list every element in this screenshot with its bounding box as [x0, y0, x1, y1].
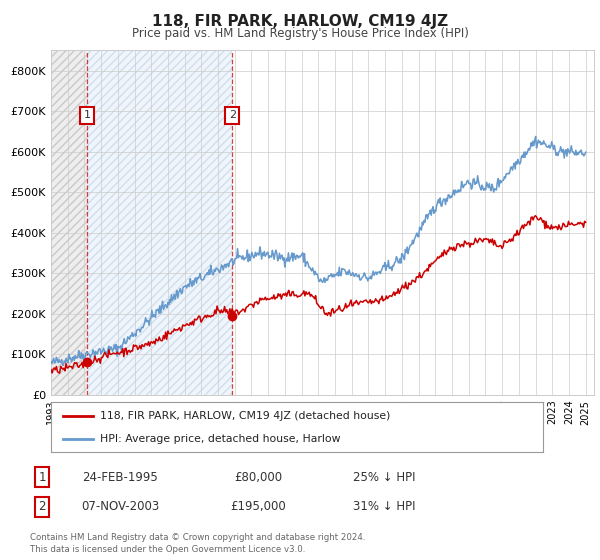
- Bar: [51, 50, 87, 395]
- Text: £195,000: £195,000: [230, 500, 286, 514]
- Text: 118, FIR PARK, HARLOW, CM19 4JZ (detached house): 118, FIR PARK, HARLOW, CM19 4JZ (detache…: [100, 410, 391, 421]
- Text: 1: 1: [38, 470, 46, 484]
- Text: 2: 2: [229, 110, 236, 120]
- Text: 118, FIR PARK, HARLOW, CM19 4JZ: 118, FIR PARK, HARLOW, CM19 4JZ: [152, 14, 448, 29]
- Text: 2: 2: [38, 500, 46, 514]
- Bar: [51, 50, 87, 395]
- Text: Contains HM Land Registry data © Crown copyright and database right 2024.
This d: Contains HM Land Registry data © Crown c…: [30, 533, 365, 554]
- Bar: [87, 50, 232, 395]
- Text: 1: 1: [83, 110, 91, 120]
- Text: 31% ↓ HPI: 31% ↓ HPI: [353, 500, 415, 514]
- Text: £80,000: £80,000: [234, 470, 282, 484]
- Text: HPI: Average price, detached house, Harlow: HPI: Average price, detached house, Harl…: [100, 434, 341, 444]
- Text: 07-NOV-2003: 07-NOV-2003: [81, 500, 159, 514]
- Text: 24-FEB-1995: 24-FEB-1995: [82, 470, 158, 484]
- Bar: [87, 50, 232, 395]
- Text: 25% ↓ HPI: 25% ↓ HPI: [353, 470, 415, 484]
- Text: Price paid vs. HM Land Registry's House Price Index (HPI): Price paid vs. HM Land Registry's House …: [131, 27, 469, 40]
